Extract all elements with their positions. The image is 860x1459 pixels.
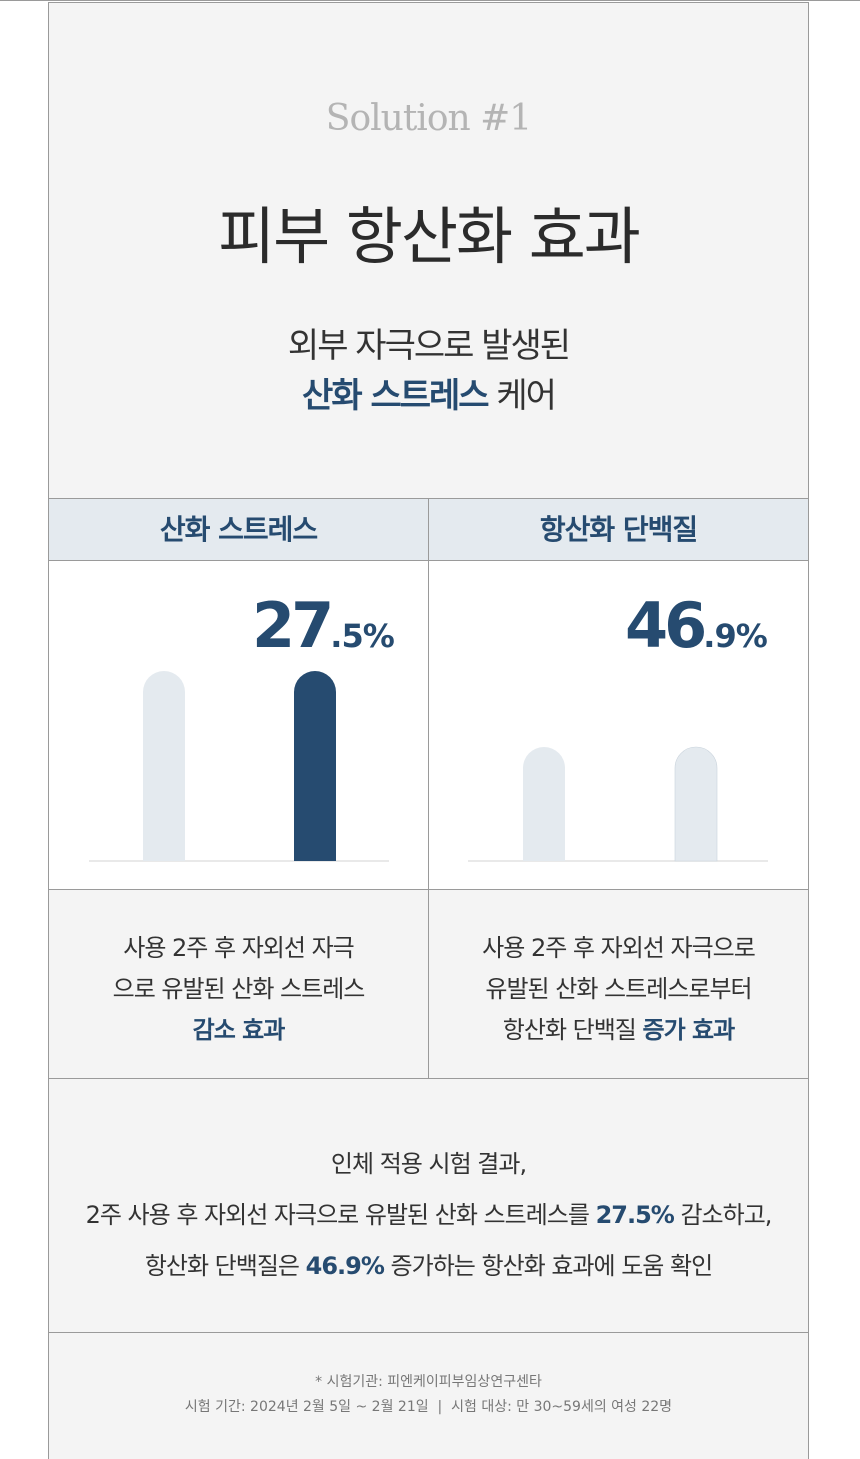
- divider: [49, 1332, 808, 1333]
- bar-before: [523, 747, 565, 861]
- subtitle-tail: 케어: [487, 376, 557, 416]
- summary-text: 감소하고,: [673, 1201, 772, 1229]
- summary-accent: 27.5%: [595, 1201, 675, 1229]
- summary-accent: 46.9%: [305, 1252, 385, 1280]
- description-line: 항산화 단백질 증가 효과: [429, 1010, 808, 1051]
- summary-text: 항산화 단백질은: [144, 1252, 306, 1280]
- footnote-period: 시험 기간: 2024년 2월 5일 ~ 2월 21일 | 시험 대상: 만 3…: [184, 1399, 673, 1415]
- description-line: 감소 효과: [49, 1010, 428, 1051]
- bar-after: [674, 746, 718, 862]
- description-accent: 증가 효과: [642, 1016, 736, 1044]
- description-line: 으로 유발된 산화 스트레스: [112, 975, 366, 1003]
- summary-text: 2주 사용 후 자외선 자극으로 유발된 산화 스트레스를: [85, 1201, 596, 1229]
- summary-line: 2주 사용 후 자외선 자극으로 유발된 산화 스트레스를 27.5% 감소하고…: [49, 1190, 808, 1241]
- percentage-minor: .5%: [330, 617, 394, 655]
- column-header-antioxidant-protein: 항산화 단백질: [429, 499, 808, 560]
- subtitle-line-1: 외부 자극으로 발생된: [287, 326, 571, 366]
- percentage-label: 46.9%: [625, 589, 768, 662]
- footnotes: * 시험기관: 피엔케이피부임상연구센타 시험 기간: 2024년 2월 5일 …: [49, 1333, 808, 1459]
- hero-section: Solution #1 피부 항산화 효과 외부 자극으로 발생된 산화 스트레…: [49, 3, 808, 498]
- percentage-minor: .9%: [703, 617, 767, 655]
- summary-section: 인체 적용 시험 결과, 2주 사용 후 자외선 자극으로 유발된 산화 스트레…: [49, 1079, 808, 1332]
- subtitle-accent: 산화 스트레스: [302, 376, 490, 416]
- summary-line: 항산화 단백질은 46.9% 증가하는 항산화 효과에 도움 확인: [49, 1241, 808, 1292]
- chart-oxidative-stress: 27.5%: [49, 561, 428, 889]
- top-border: [0, 0, 860, 1]
- solution-eyebrow: Solution #1: [325, 98, 532, 139]
- percentage-major: 27: [252, 589, 334, 662]
- bar-after: [294, 671, 336, 861]
- description-accent: 감소 효과: [192, 1016, 286, 1044]
- summary-text: 증가하는 항산화 효과에 도움 확인: [383, 1252, 714, 1280]
- footnote-institution: * 시험기관: 피엔케이피부임상연구센타: [315, 1374, 542, 1390]
- bar-chart: [89, 671, 389, 862]
- description-oxidative-stress: 사용 2주 후 자외선 자극 으로 유발된 산화 스트레스 감소 효과: [49, 890, 428, 1078]
- summary-line: 인체 적용 시험 결과,: [330, 1150, 527, 1178]
- page-title: 피부 항산화 효과: [218, 200, 641, 273]
- column-header-oxidative-stress: 산화 스트레스: [49, 499, 428, 560]
- divider: [49, 1078, 808, 1079]
- subtitle-line-2: 산화 스트레스 케어: [49, 371, 808, 421]
- bar-chart: [468, 746, 768, 862]
- description-antioxidant-protein: 사용 2주 후 자외선 자극으로 유발된 산화 스트레스로부터 항산화 단백질 …: [429, 890, 808, 1078]
- hero-subtitle: 외부 자극으로 발생된 산화 스트레스 케어: [49, 321, 808, 421]
- description-line: 유발된 산화 스트레스로부터: [485, 975, 752, 1003]
- column-divider: [428, 498, 429, 1078]
- description-plain: 항산화 단백질: [502, 1016, 643, 1044]
- chart-antioxidant-protein: 46.9%: [429, 561, 808, 889]
- description-line: 사용 2주 후 자외선 자극으로: [482, 934, 756, 962]
- percentage-label: 27.5%: [252, 589, 395, 662]
- bar-before: [143, 671, 185, 861]
- percentage-major: 46: [625, 589, 707, 662]
- description-line: 사용 2주 후 자외선 자극: [123, 934, 355, 962]
- content-frame: Solution #1 피부 항산화 효과 외부 자극으로 발생된 산화 스트레…: [48, 2, 809, 1459]
